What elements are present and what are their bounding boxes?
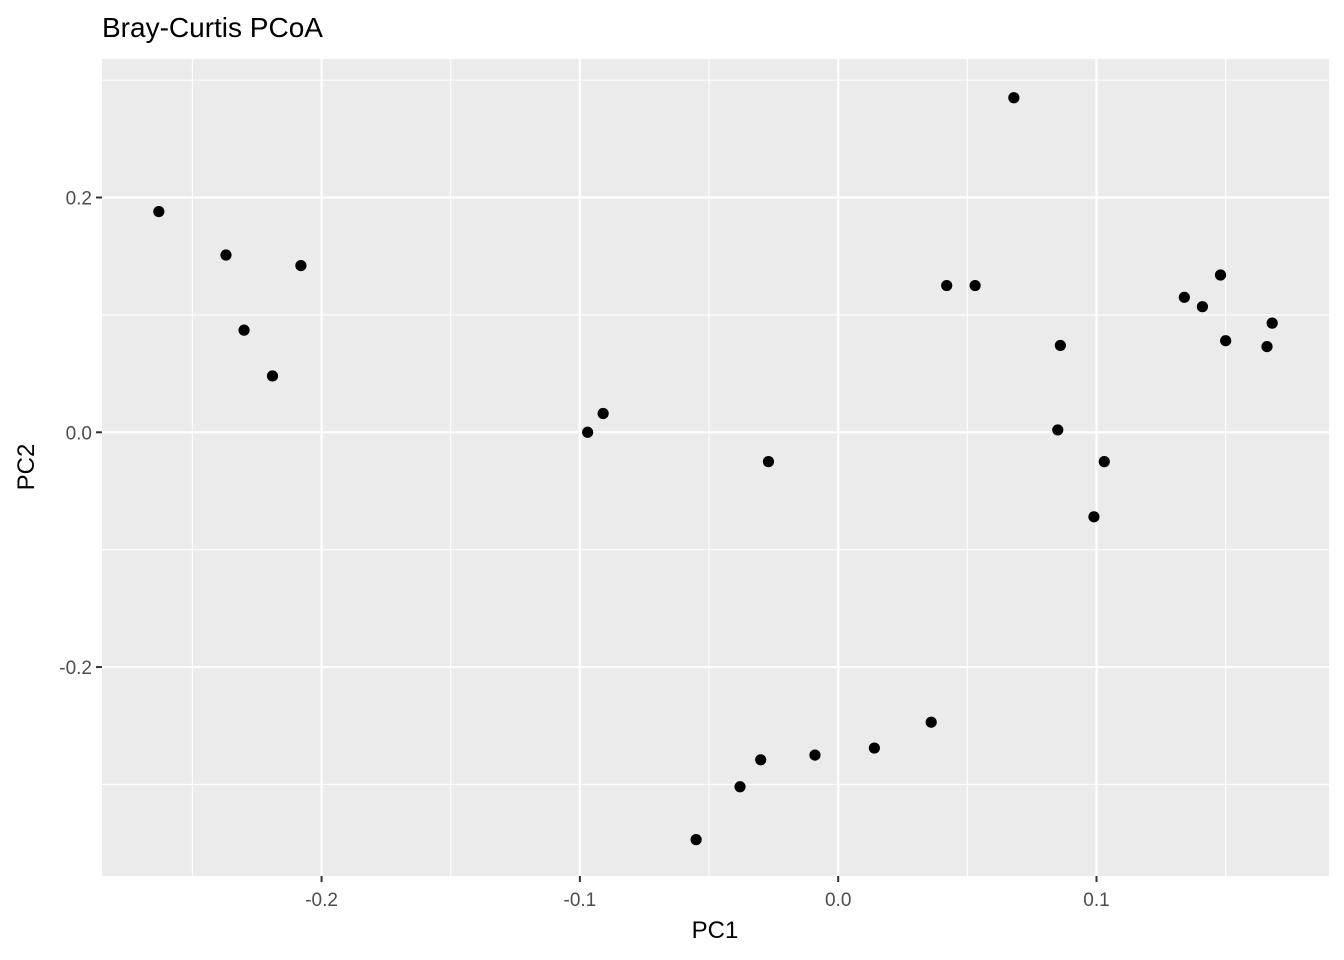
chart-title: Bray-Curtis PCoA	[102, 12, 323, 43]
data-point	[1196, 301, 1209, 313]
data-points	[153, 92, 1278, 846]
data-point	[969, 279, 981, 292]
data-point	[1220, 335, 1232, 347]
axis-ticks: -0.2 -0.1 0.0 0.1 -0.2 0.0 0.2	[59, 189, 1109, 911]
minor-gridlines	[102, 59, 1329, 876]
data-point	[295, 259, 307, 272]
data-point	[1052, 424, 1064, 436]
data-point	[266, 370, 279, 382]
data-point	[941, 279, 953, 292]
data-point	[690, 834, 702, 846]
y-tick-label: 0.0	[66, 423, 92, 444]
data-point	[153, 206, 165, 218]
data-point	[582, 426, 594, 438]
x-tick-label: 0.1	[1083, 890, 1109, 911]
data-point	[809, 749, 821, 761]
x-axis-label: PC1	[692, 917, 739, 944]
data-point	[1214, 269, 1227, 281]
x-tick-label: -0.1	[564, 890, 597, 911]
data-point	[220, 249, 232, 261]
data-point	[1261, 340, 1273, 353]
data-point	[925, 716, 937, 728]
data-point	[1088, 511, 1100, 523]
x-tick-label: -0.2	[305, 890, 338, 911]
y-axis-label: PC2	[13, 444, 40, 491]
data-point	[734, 781, 746, 793]
data-point	[1098, 456, 1110, 468]
plot-panel	[102, 59, 1329, 876]
y-tick-label: 0.2	[66, 189, 92, 210]
major-gridlines	[102, 59, 1329, 876]
data-point	[1054, 339, 1066, 352]
data-point	[868, 742, 880, 754]
data-point	[238, 324, 250, 336]
x-tick-label: 0.0	[825, 890, 851, 911]
data-point	[597, 407, 609, 420]
data-point	[755, 754, 767, 766]
data-point	[1178, 291, 1190, 303]
data-point	[762, 456, 775, 468]
data-point	[1266, 317, 1278, 329]
data-point	[1008, 92, 1020, 104]
y-tick-label: -0.2	[59, 658, 92, 679]
